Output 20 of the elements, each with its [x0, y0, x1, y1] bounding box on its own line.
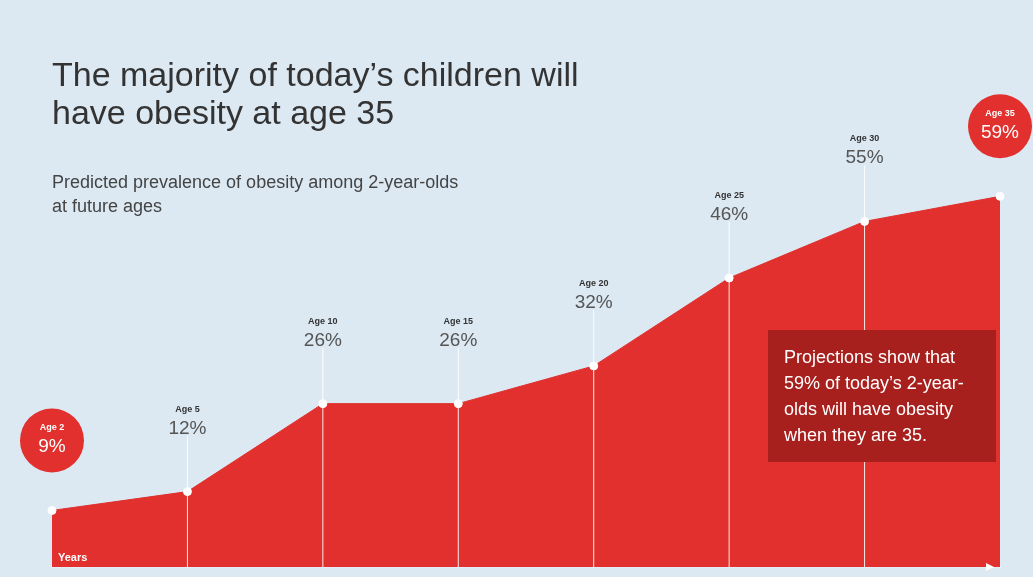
data-label: 26% — [303, 328, 342, 350]
annotation: Age 15 — [443, 315, 474, 326]
data-label: 12% — [168, 416, 207, 438]
text: Age 35 — [985, 108, 1015, 119]
annotation: Age 20 — [578, 277, 609, 288]
annotation: Age 10 — [308, 315, 338, 326]
data-label: 32% — [574, 290, 613, 312]
data-label: 55% — [845, 146, 884, 168]
x-axis-title: Years — [58, 551, 88, 564]
annotation: Age 25 — [714, 189, 744, 200]
chart-subtitle: Predicted prevalence of obesity among 2-year-olds at future ages — [52, 171, 460, 218]
data-label: 46% — [710, 202, 749, 224]
text: Age 30 — [849, 133, 880, 144]
data-label: 9% — [38, 435, 66, 457]
annotation: Age 2 — [39, 422, 65, 433]
annotation: Projections show that 59% of today’s 2-year-olds will have obesity when they are 35. — [768, 330, 996, 462]
annotation: Age 5 — [175, 403, 200, 414]
data-label: 59% — [980, 121, 1020, 143]
data-label: 26% — [439, 328, 478, 350]
chart-title: The majority of today’s children will have obesity at age 35 — [52, 55, 580, 131]
